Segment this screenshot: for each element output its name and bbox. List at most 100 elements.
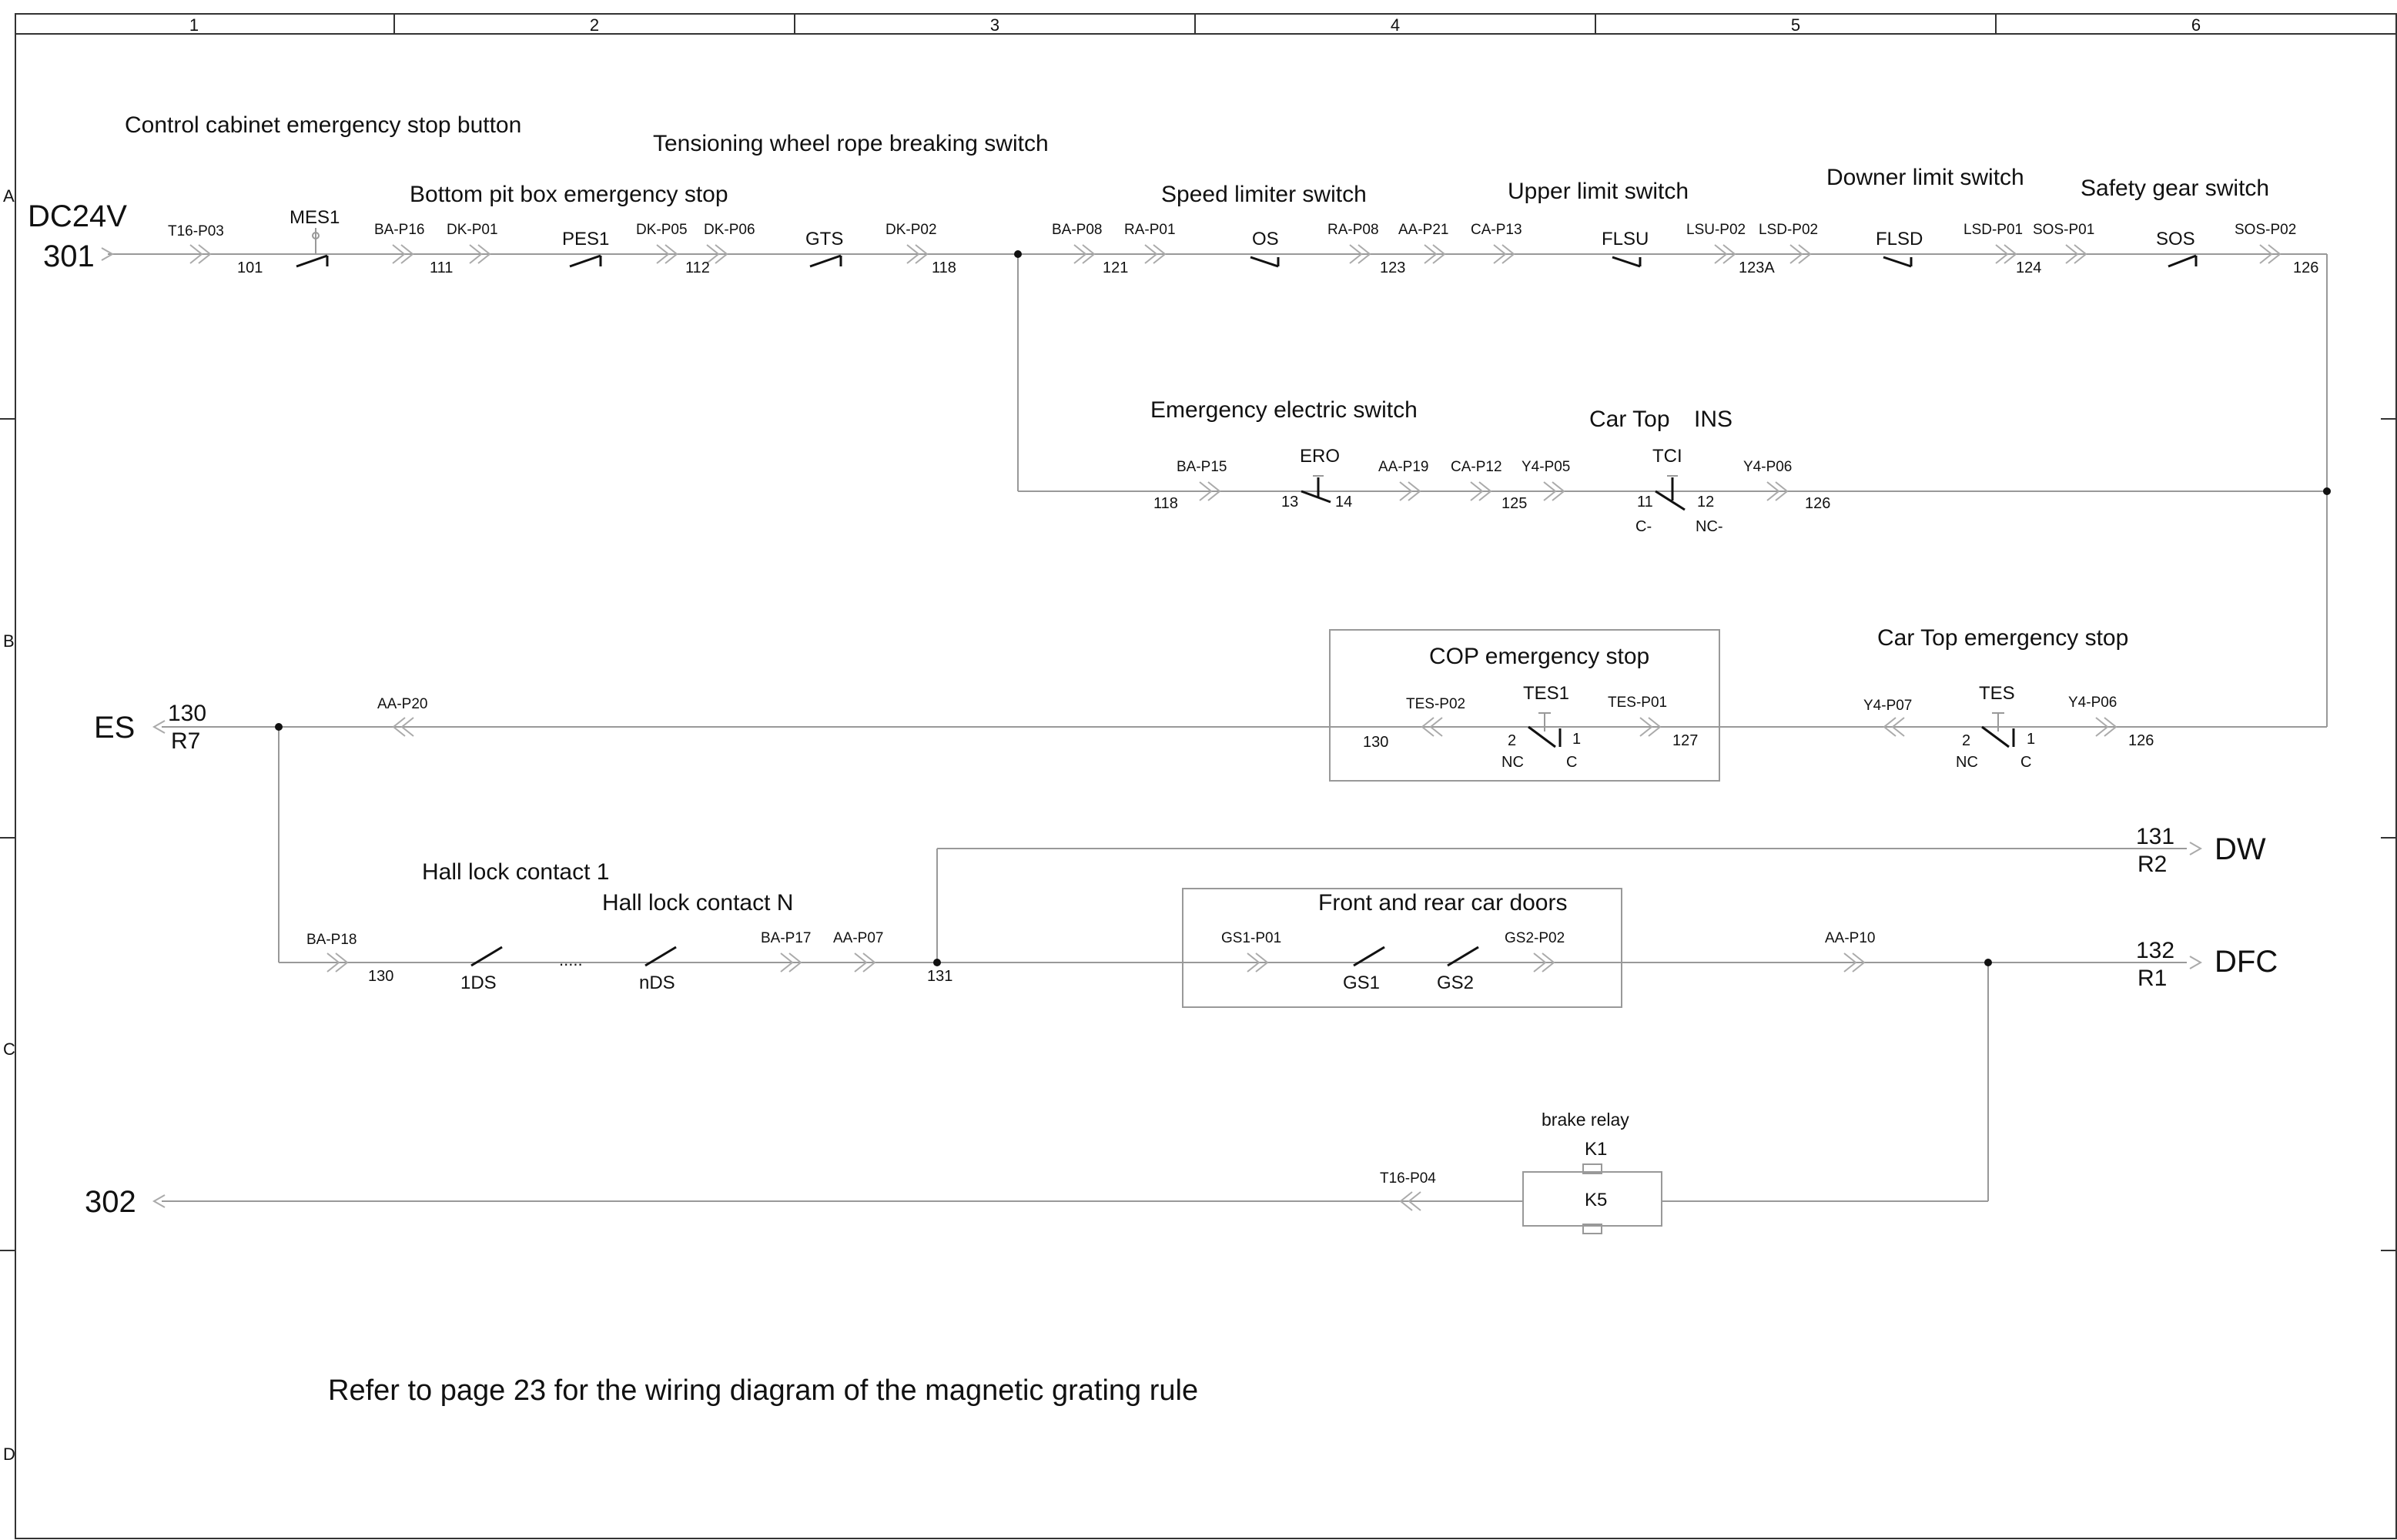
- wire-numbers: 101 111 112 118 121 123 123A 124 126 118…: [237, 259, 2318, 985]
- connector-id: LSD-P02: [1759, 222, 1818, 238]
- wire-number: 126: [2293, 259, 2318, 276]
- wire-number: 101: [237, 259, 263, 276]
- pin-label: 14: [1335, 494, 1352, 511]
- junction-dot: [1984, 959, 1992, 966]
- dfc-r1-label: R1: [2138, 966, 2167, 991]
- nds-switch: [644, 946, 677, 967]
- connector-id: AA-P10: [1825, 930, 1875, 946]
- cop-emergency-stop-label: COP emergency stop: [1429, 644, 1649, 669]
- es-r7-label: R7: [171, 728, 200, 754]
- column-header: 4: [1391, 15, 1400, 35]
- row-header: B: [3, 631, 15, 651]
- sos-label: SOS: [2156, 229, 2195, 249]
- pin-label: NC-: [1696, 518, 1723, 535]
- row-header: D: [3, 1445, 15, 1464]
- wire-number: 123A: [1739, 259, 1775, 276]
- wire-number: 131: [927, 968, 952, 985]
- pin-label: NC: [1956, 754, 1978, 771]
- wire-number: 130: [1363, 734, 1388, 751]
- connector-id: GS2-P02: [1505, 930, 1565, 946]
- column-header: 3: [990, 15, 999, 35]
- connector-id: CA-P13: [1471, 222, 1522, 238]
- pin-label: 2: [1962, 732, 1970, 749]
- column-header: 1: [189, 15, 199, 35]
- connector-id: TES-P02: [1406, 696, 1465, 712]
- tes-switch: [1981, 725, 2015, 748]
- wire-number: 127: [1672, 732, 1698, 749]
- pin-label: 13: [1281, 494, 1298, 511]
- junction-dots: [275, 250, 2331, 966]
- hall-lock-contact-1-label: Hall lock contact 1: [422, 859, 609, 885]
- safety-gear-switch-label: Safety gear switch: [2081, 176, 2269, 201]
- tension-wheel-switch-label: Tensioning wheel rope breaking switch: [653, 131, 1049, 156]
- downer-limit-switch-label: Downer limit switch: [1826, 165, 2024, 190]
- wire-number: 118: [1153, 495, 1178, 512]
- connector-id: AA-P19: [1378, 459, 1428, 475]
- wire-number: 130: [368, 968, 393, 985]
- wire-number: 125: [1501, 495, 1527, 512]
- control-cabinet-stop-label: Control cabinet emergency stop button: [125, 112, 521, 138]
- sos-switch: [2168, 254, 2198, 268]
- bottom-pit-stop-label: Bottom pit box emergency stop: [410, 182, 728, 207]
- wire-lines: [108, 253, 2329, 1202]
- tci-switch: [1655, 477, 1686, 511]
- car-doors-box: [1182, 888, 1622, 1008]
- pin-label: 1: [2027, 731, 2035, 748]
- terminal-arrows: [101, 247, 2203, 1208]
- k5-label: K5: [1585, 1190, 1607, 1210]
- n302-terminal: 302: [85, 1185, 136, 1219]
- connector-id: BA-P17: [761, 930, 811, 946]
- 1ds-label: 1DS: [460, 973, 497, 993]
- connector-id: Y4-P07: [1863, 698, 1912, 714]
- flsu-switch: [1612, 256, 1642, 268]
- connector-id: TES-P01: [1608, 695, 1667, 711]
- wire-number: 126: [1805, 495, 1830, 512]
- wire-number: 123: [1380, 259, 1405, 276]
- pin-label: 11: [1637, 494, 1653, 511]
- dots-label: .....: [559, 950, 583, 969]
- flsd-switch: [1883, 256, 1913, 268]
- gs1-label: GS1: [1343, 973, 1380, 993]
- speed-limiter-switch-label: Speed limiter switch: [1161, 182, 1367, 207]
- pin-label: NC: [1501, 754, 1524, 771]
- connector-id: DK-P06: [704, 222, 755, 238]
- row-header: C: [3, 1040, 15, 1059]
- es-130-label: 130: [168, 701, 206, 726]
- mes1-switch: [296, 254, 329, 268]
- dfc-132-label: 132: [2136, 938, 2174, 963]
- gts-switch: [809, 254, 842, 268]
- connector-id: AA-P07: [833, 930, 883, 946]
- gts-label: GTS: [805, 229, 843, 249]
- tes1-switch: [1528, 725, 1562, 748]
- pin-label: C: [1566, 754, 1577, 771]
- connector-id: LSU-P02: [1686, 222, 1746, 238]
- connector-id: Y4-P05: [1522, 459, 1570, 475]
- tes-label: TES: [1979, 683, 2015, 704]
- dw-r2-label: R2: [2138, 852, 2167, 877]
- pes1-switch: [569, 254, 602, 268]
- n301-terminal: 301: [43, 239, 95, 273]
- connector-id: BA-P18: [306, 932, 357, 948]
- wire-number: 124: [2016, 259, 2041, 276]
- emergency-electric-switch-label: Emergency electric switch: [1150, 397, 1418, 423]
- pin-numbers: 13 14 11 12 C- NC- 2 1 NC C 2 1 NC C: [1281, 494, 2035, 771]
- wire-number: 126: [2128, 732, 2154, 749]
- tes1-label: TES1: [1523, 683, 1569, 704]
- ero-label: ERO: [1300, 446, 1340, 467]
- ins-label: INS: [1694, 407, 1732, 432]
- connector-id: BA-P08: [1052, 222, 1102, 238]
- gs2-switch: [1447, 946, 1479, 967]
- nds-label: nDS: [639, 973, 675, 993]
- connector-id: RA-P01: [1124, 222, 1176, 238]
- connector-chevrons: [189, 244, 2282, 1211]
- connector-id: RA-P08: [1327, 222, 1379, 238]
- connector-id: LSD-P01: [1963, 222, 2023, 238]
- wire-number: 121: [1103, 259, 1128, 276]
- pin-label: C: [2020, 754, 2031, 771]
- connector-ids: T16-P03 BA-P16 DK-P01 DK-P05 DK-P06 DK-P…: [168, 222, 2296, 1187]
- cop-emergency-stop-box: [1329, 629, 1720, 782]
- junction-dot: [2323, 487, 2331, 495]
- switch-symbols: [296, 228, 2198, 967]
- gs2-label: GS2: [1437, 973, 1474, 993]
- connector-id: T16-P04: [1380, 1170, 1436, 1187]
